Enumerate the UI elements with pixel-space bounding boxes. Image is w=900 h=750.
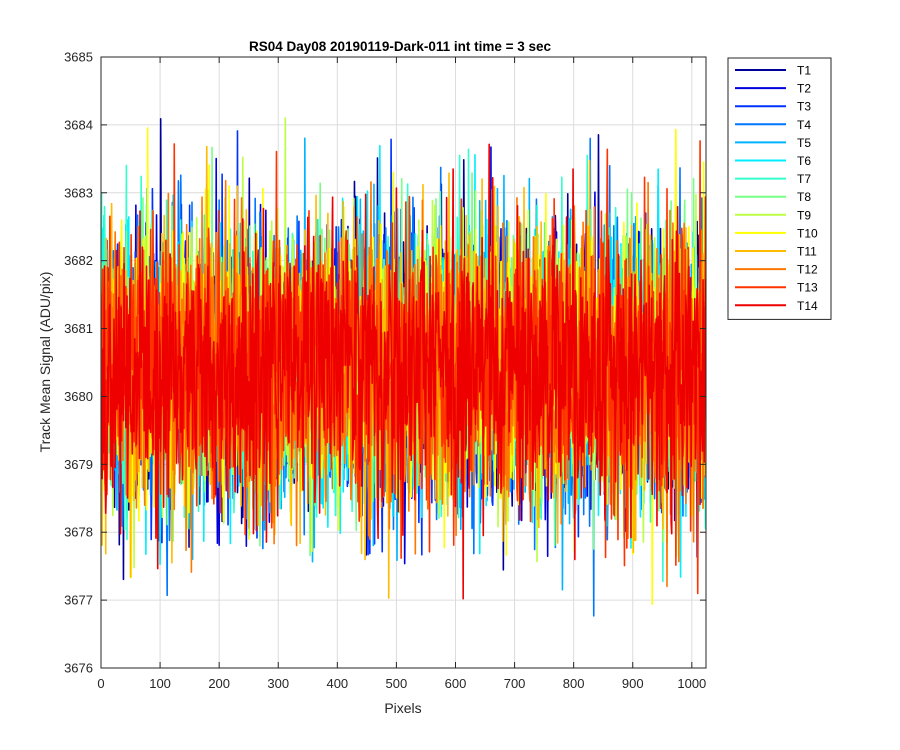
legend-label-t13: T13 xyxy=(797,281,818,295)
y-tick-label: 3685 xyxy=(64,50,93,65)
x-tick-label: 1000 xyxy=(677,676,706,691)
x-axis-title: Pixels xyxy=(384,700,421,716)
x-tick-label: 500 xyxy=(386,676,408,691)
legend-label-t9: T9 xyxy=(797,208,811,222)
x-tick-label: 100 xyxy=(149,676,171,691)
y-tick-label: 3682 xyxy=(64,253,93,268)
x-tick-label: 700 xyxy=(504,676,526,691)
y-tick-label: 3680 xyxy=(64,389,93,404)
ticks: 0 100 200 300 400 500 600 700 800 900 1000 3676 3677… xyxy=(64,50,706,692)
x-tick-label: 400 xyxy=(326,676,348,691)
y-tick-label: 3681 xyxy=(64,321,93,336)
legend-label-t8: T8 xyxy=(797,190,811,204)
legend-label-t6: T6 xyxy=(797,154,811,168)
x-tick-label: 0 xyxy=(97,676,104,691)
y-tick-label: 3684 xyxy=(64,117,93,132)
y-tick-label: 3677 xyxy=(64,593,93,608)
legend-label-t3: T3 xyxy=(797,100,811,114)
series-line-t14 xyxy=(101,143,706,600)
x-tick-label: 300 xyxy=(267,676,289,691)
legend-label-t1: T1 xyxy=(797,64,811,78)
legend-label-t5: T5 xyxy=(797,136,811,150)
legend-label-t7: T7 xyxy=(797,172,811,186)
x-tick-label: 600 xyxy=(445,676,467,691)
x-tick-label: 900 xyxy=(622,676,644,691)
legend: T1 T2 T3 T4 T5 T6 T7 T8 T9 T10 T11 T12 T13 T14 xyxy=(727,57,832,320)
axes xyxy=(100,56,707,669)
y-tick-label: 3678 xyxy=(64,525,93,540)
y-tick-label: 3676 xyxy=(64,661,93,676)
series-layer xyxy=(101,117,706,617)
legend-box xyxy=(727,57,832,320)
y-tick-label: 3683 xyxy=(64,185,93,200)
axes-box xyxy=(100,56,707,669)
legend-label-t11: T11 xyxy=(797,245,817,259)
legend-label-t12: T12 xyxy=(797,263,818,277)
x-tick-label: 200 xyxy=(208,676,230,691)
legend-label-t4: T4 xyxy=(797,118,811,132)
legend-label-t14: T14 xyxy=(797,299,818,313)
chart-title: RS04 Day08 20190119-Dark-011 int time = … xyxy=(249,39,552,54)
legend-label-t10: T10 xyxy=(797,226,818,240)
legend-label-t2: T2 xyxy=(797,82,811,96)
y-axis-title: Track Mean Signal (ADU/pix) xyxy=(37,272,53,453)
y-tick-label: 3679 xyxy=(64,457,93,472)
x-tick-label: 800 xyxy=(563,676,585,691)
